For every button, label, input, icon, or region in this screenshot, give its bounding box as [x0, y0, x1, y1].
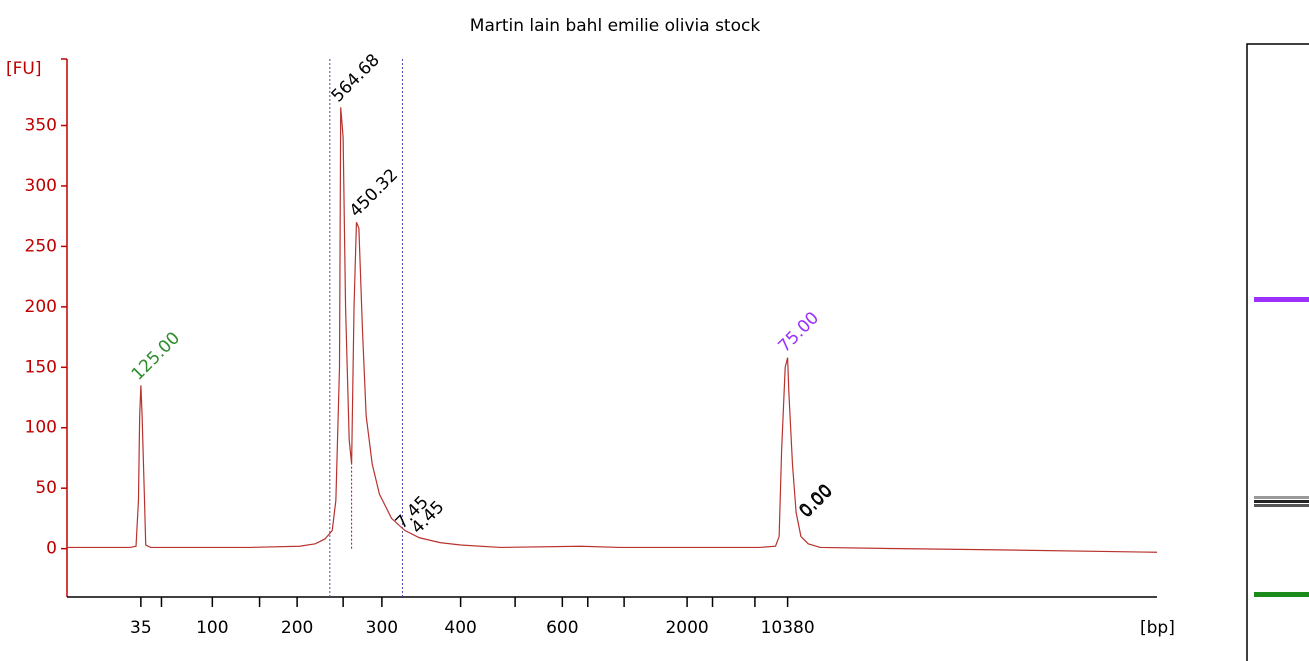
gel-band [1254, 500, 1309, 503]
x-tick-label: 600 [546, 618, 578, 638]
x-tick-label: 2000 [665, 618, 708, 638]
gel-lower-marker [1254, 592, 1309, 597]
peak-annotation: 0.00 [796, 481, 837, 522]
gel-lane [1246, 43, 1309, 661]
y-tick-label: 300 [25, 176, 57, 196]
x-tick-label: 35 [130, 618, 152, 638]
y-axis-label: [FU] [6, 59, 42, 79]
peak-annotation: 564.68 [328, 50, 384, 106]
x-tick-label: 200 [281, 618, 313, 638]
x-axis-label: [bp] [1140, 618, 1175, 638]
x-tick-label: 100 [196, 618, 228, 638]
gel-frame [1246, 43, 1309, 661]
gel-upper-marker [1254, 297, 1309, 302]
peak-annotation: 450.32 [346, 165, 402, 221]
x-tick-label: 300 [366, 618, 398, 638]
y-tick-label: 0 [46, 539, 57, 559]
x-tick-label: 400 [444, 618, 476, 638]
gel-band [1254, 496, 1309, 499]
y-tick-label: 150 [25, 357, 57, 377]
y-tick-label: 200 [25, 297, 57, 317]
trace [67, 107, 1158, 553]
peak-annotation: 125.00 [128, 328, 184, 384]
gel-band [1254, 504, 1309, 507]
y-tick-label: 250 [25, 236, 57, 256]
y-tick-label: 50 [35, 478, 57, 498]
chart-title: Martin lain bahl emilie olivia stock [470, 16, 761, 36]
x-tick-label: 10380 [761, 618, 815, 638]
peak-annotation: 75.00 [775, 308, 824, 357]
y-tick-label: 100 [25, 418, 57, 438]
y-tick-label: 350 [25, 115, 57, 135]
